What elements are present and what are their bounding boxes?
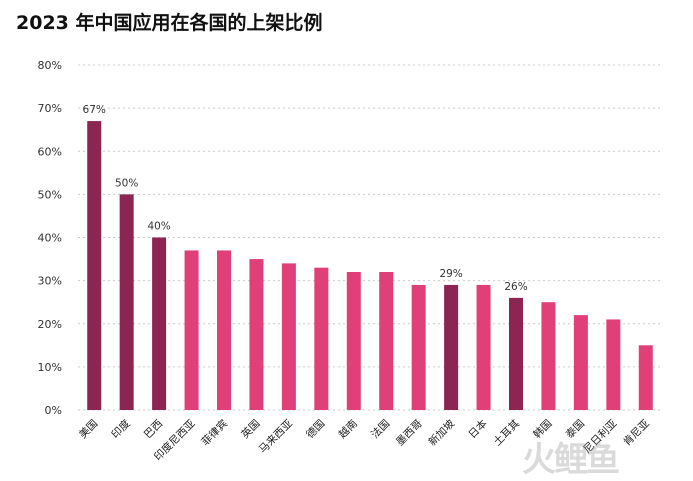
x-category-label: 印度 [109, 417, 133, 441]
data-label: 40% [147, 221, 170, 233]
x-category-label: 墨西哥 [394, 418, 425, 449]
y-tick-label: 50% [38, 188, 62, 201]
bar-1 [87, 121, 102, 410]
x-category-label: 马来西亚 [257, 417, 296, 456]
bar-12 [444, 284, 459, 410]
y-tick-label: 20% [38, 318, 62, 331]
x-category-label: 新加坡 [426, 417, 458, 449]
data-label: 26% [504, 281, 527, 293]
y-tick-label: 70% [38, 102, 62, 115]
x-category-label: 菲律宾 [199, 417, 230, 448]
bar-8 [314, 267, 329, 410]
y-tick-label: 30% [38, 275, 62, 288]
data-label: 67% [83, 104, 106, 116]
bar-6 [249, 259, 264, 410]
y-tick-label: 80% [38, 59, 62, 72]
bar-13 [476, 284, 491, 410]
bar-14 [509, 297, 523, 410]
data-label: 29% [439, 268, 462, 280]
bar-18 [638, 345, 653, 410]
bar-5 [217, 250, 231, 410]
bar-2 [119, 194, 134, 410]
bar-3 [152, 237, 167, 410]
watermark-logo: 火鲤鱼 [522, 440, 620, 480]
y-tick-label: 0% [45, 404, 62, 417]
x-category-label: 日本 [466, 417, 490, 441]
y-tick-label: 60% [38, 145, 62, 158]
x-category-label: 美国 [76, 417, 100, 441]
bar-17 [606, 319, 621, 410]
x-category-label: 法国 [368, 417, 392, 441]
x-category-label: 越南 [336, 417, 360, 441]
bar-10 [379, 272, 394, 410]
x-category-label: 英国 [239, 417, 263, 441]
x-category-label: 德国 [303, 417, 327, 441]
x-category-label: 肯尼亚 [620, 417, 652, 449]
bar-11 [411, 284, 426, 410]
bar-7 [281, 263, 296, 410]
x-category-label: 巴西 [142, 418, 165, 441]
bar-9 [346, 272, 361, 410]
x-category-label: 土耳其 [491, 417, 522, 448]
chart-title: 2023 年中国应用在各国的上架比例 [16, 12, 323, 34]
bar-4 [184, 250, 199, 410]
data-label: 50% [115, 177, 138, 189]
y-tick-label: 40% [38, 232, 62, 245]
bar-16 [573, 315, 588, 410]
y-tick-label: 10% [38, 361, 62, 374]
bar-15 [541, 302, 556, 410]
